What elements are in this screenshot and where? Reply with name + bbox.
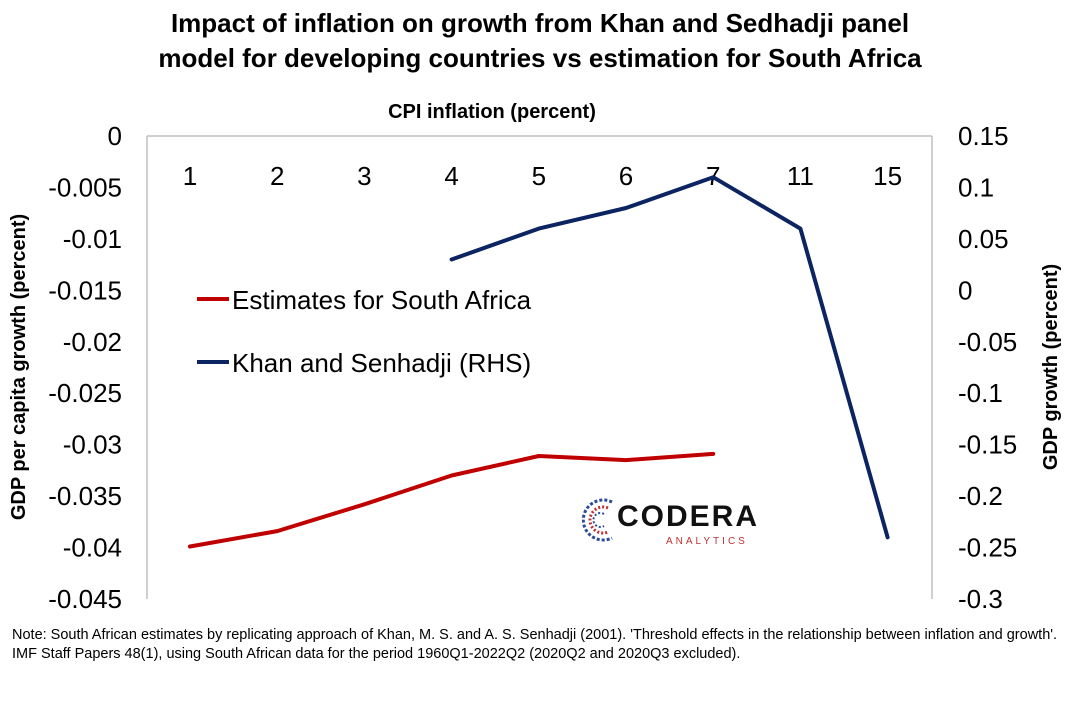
category-tick-label: 6 <box>619 161 633 191</box>
footnote: Note: South African estimates by replica… <box>12 627 1058 662</box>
legend-label-1: Estimates for South Africa <box>232 285 532 315</box>
right-axis-title: GDP growth (percent) <box>1040 264 1062 470</box>
right-tick-label: -0.15 <box>958 430 1017 460</box>
left-tick-label: -0.025 <box>48 378 122 408</box>
chart-title-line2: model for developing countries vs estima… <box>158 43 922 73</box>
codera-logo: CODERA ANALYTICS <box>582 492 772 554</box>
category-tick-label: 2 <box>270 161 284 191</box>
right-tick-label: -0.05 <box>958 327 1017 357</box>
legend-label-2: Khan and Senhadji (RHS) <box>232 348 531 378</box>
left-axis-title: GDP per capita growth (percent) <box>8 214 30 520</box>
x-axis-title: CPI inflation (percent) <box>388 101 596 123</box>
left-tick-label: -0.02 <box>63 327 122 357</box>
category-tick-label: 1 <box>183 161 197 191</box>
right-tick-label: -0.2 <box>958 481 1003 511</box>
right-tick-label: -0.1 <box>958 378 1003 408</box>
logo-wordmark: CODERA <box>617 500 760 533</box>
right-tick-label: -0.3 <box>958 584 1003 614</box>
left-tick-label: -0.04 <box>63 533 122 563</box>
left-tick-label: -0.01 <box>63 224 122 254</box>
category-tick-label: 11 <box>787 161 814 191</box>
category-tick-label: 4 <box>444 161 458 191</box>
category-tick-label: 5 <box>532 161 546 191</box>
category-tick-label: 3 <box>357 161 371 191</box>
right-tick-label: 0.1 <box>958 172 994 202</box>
codera-logo-mark-icon <box>582 498 613 542</box>
left-tick-label: -0.045 <box>48 584 122 614</box>
right-tick-label: 0 <box>958 275 972 305</box>
right-tick-label: -0.25 <box>958 533 1017 563</box>
left-tick-label: -0.005 <box>48 172 122 202</box>
right-tick-label: 0.15 <box>958 121 1009 151</box>
line-chart: 0 -0.005 -0.01 -0.015 -0.02 -0.025 -0.03 -0.035… <box>8 101 1062 614</box>
left-tick-label: -0.035 <box>48 481 122 511</box>
chart-title-line1: Impact of inflation on growth from Khan … <box>170 8 910 38</box>
left-tick-label: -0.03 <box>63 430 122 460</box>
left-tick-label: 0 <box>108 121 122 151</box>
right-tick-label: 0.05 <box>958 224 1009 254</box>
series-line-2 <box>449 175 890 540</box>
left-tick-label: -0.015 <box>48 275 122 305</box>
chart-title: Impact of inflation on growth from Khan … <box>0 6 1080 76</box>
logo-subtitle: ANALYTICS <box>666 536 748 547</box>
series-line-1 <box>188 451 716 549</box>
category-tick-label: 15 <box>873 161 902 191</box>
